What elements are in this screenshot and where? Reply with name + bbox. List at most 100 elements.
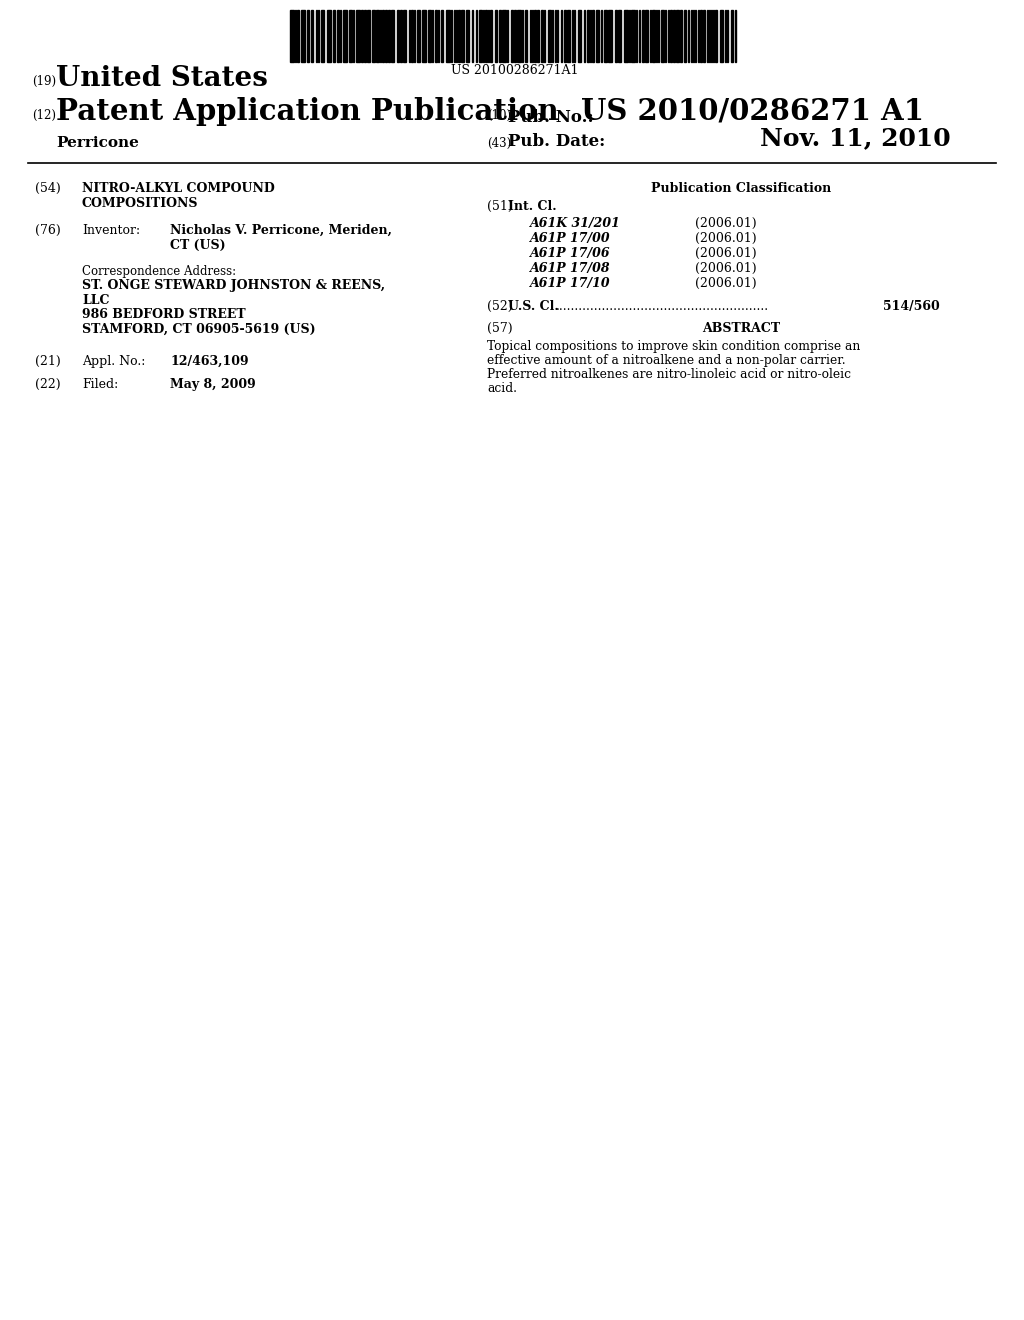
Bar [428, 11, 431, 62]
Text: (2006.01): (2006.01) [695, 247, 757, 260]
Bar [680, 11, 682, 62]
Text: (2006.01): (2006.01) [695, 261, 757, 275]
Bar [499, 11, 501, 62]
Bar [349, 11, 352, 62]
Text: CT (US): CT (US) [170, 239, 225, 252]
Bar [388, 11, 390, 62]
Bar [385, 11, 387, 62]
Text: 514/560: 514/560 [883, 300, 940, 313]
Bar [514, 11, 516, 62]
Bar [343, 11, 347, 62]
Bar [391, 11, 394, 62]
Bar [397, 11, 399, 62]
Bar [367, 11, 370, 62]
Text: Perricone: Perricone [56, 136, 139, 150]
Bar [327, 11, 331, 62]
Bar [301, 11, 305, 62]
Bar [446, 11, 450, 62]
Text: (51): (51) [487, 201, 513, 213]
Bar [479, 11, 482, 62]
Bar [435, 11, 437, 62]
Bar [337, 11, 339, 62]
Text: May 8, 2009: May 8, 2009 [170, 378, 256, 391]
Text: Inventor:: Inventor: [82, 224, 140, 238]
Bar [502, 11, 506, 62]
Text: (2006.01): (2006.01) [695, 277, 757, 290]
Bar [422, 11, 426, 62]
Bar [411, 11, 413, 62]
Bar [311, 11, 313, 62]
Bar [631, 11, 635, 62]
Bar [652, 11, 655, 62]
Bar [676, 11, 679, 62]
Text: Int. Cl.: Int. Cl. [508, 201, 557, 213]
Text: Nov. 11, 2010: Nov. 11, 2010 [760, 125, 950, 150]
Bar [715, 11, 717, 62]
Text: ST. ONGE STEWARD JOHNSTON & REENS,: ST. ONGE STEWARD JOHNSTON & REENS, [82, 279, 385, 292]
Text: ABSTRACT: ABSTRACT [702, 322, 780, 335]
Bar [517, 11, 521, 62]
Bar [596, 11, 599, 62]
Text: NITRO-ALKYL COMPOUND: NITRO-ALKYL COMPOUND [82, 182, 274, 195]
Text: A61P 17/06: A61P 17/06 [530, 247, 610, 260]
Bar [645, 11, 648, 62]
Bar [372, 11, 375, 62]
Bar [333, 11, 335, 62]
Text: (22): (22) [35, 378, 60, 391]
Text: U.S. Cl.: U.S. Cl. [508, 300, 559, 313]
Bar [290, 11, 294, 62]
Text: acid.: acid. [487, 381, 517, 395]
Text: Pub. Date:: Pub. Date: [508, 133, 605, 150]
Bar [548, 11, 551, 62]
Bar [564, 11, 566, 62]
Bar [461, 11, 464, 62]
Text: (54): (54) [35, 182, 60, 195]
Bar [485, 11, 487, 62]
Bar [720, 11, 723, 62]
Text: (57): (57) [487, 322, 513, 335]
Text: A61K 31/201: A61K 31/201 [530, 216, 621, 230]
Text: US 2010/0286271 A1: US 2010/0286271 A1 [581, 96, 924, 125]
Text: Publication Classification: Publication Classification [651, 182, 831, 195]
Text: A61P 17/08: A61P 17/08 [530, 261, 610, 275]
Bar [511, 11, 513, 62]
Bar [608, 11, 612, 62]
Text: (12): (12) [32, 110, 56, 121]
Text: Appl. No.:: Appl. No.: [82, 355, 145, 368]
Bar [700, 11, 702, 62]
Text: 986 BEDFORD STREET: 986 BEDFORD STREET [82, 308, 246, 321]
Bar [466, 11, 469, 62]
Text: COMPOSITIONS: COMPOSITIONS [82, 197, 199, 210]
Text: effective amount of a nitroalkene and a non-polar carrier.: effective amount of a nitroalkene and a … [487, 354, 846, 367]
Bar [731, 11, 733, 62]
Bar [495, 11, 497, 62]
Bar [364, 11, 366, 62]
Text: (19): (19) [32, 75, 56, 88]
Text: A61P 17/00: A61P 17/00 [530, 232, 610, 246]
Bar [662, 11, 664, 62]
Text: Correspondence Address:: Correspondence Address: [82, 265, 237, 279]
Text: Filed:: Filed: [82, 378, 118, 391]
Bar [670, 11, 672, 62]
Text: (52): (52) [487, 300, 513, 313]
Bar [441, 11, 443, 62]
Bar [604, 11, 607, 62]
Text: A61P 17/10: A61P 17/10 [530, 277, 610, 290]
Text: LLC: LLC [82, 294, 110, 308]
Bar [624, 11, 628, 62]
Bar [490, 11, 492, 62]
Bar [537, 11, 539, 62]
Bar [618, 11, 621, 62]
Text: Patent Application Publication: Patent Application Publication [56, 96, 559, 125]
Bar [403, 11, 406, 62]
Bar [615, 11, 617, 62]
Bar [642, 11, 644, 62]
Text: Topical compositions to improve skin condition comprise an: Topical compositions to improve skin con… [487, 341, 860, 352]
Bar [417, 11, 420, 62]
Text: US 20100286271A1: US 20100286271A1 [452, 63, 579, 77]
Bar [578, 11, 581, 62]
Bar [307, 11, 309, 62]
Text: 12/463,109: 12/463,109 [170, 355, 249, 368]
Bar [673, 11, 675, 62]
Text: (10): (10) [487, 110, 511, 121]
